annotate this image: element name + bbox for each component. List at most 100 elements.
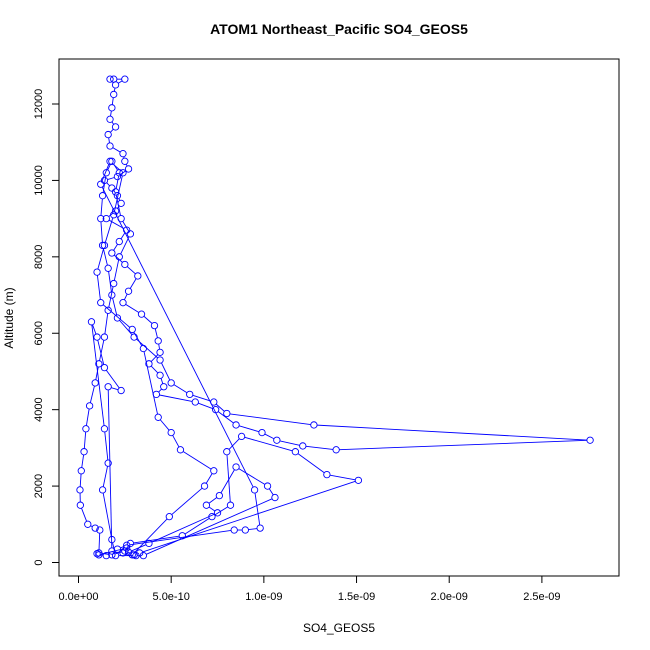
data-point	[98, 241, 107, 250]
series-segment	[158, 388, 162, 393]
y-tick-label: 6000	[33, 321, 45, 345]
chart-title: ATOM1 Northeast_Pacific SO4_GEOS5	[210, 21, 468, 37]
data-point	[106, 142, 114, 150]
series-segment	[83, 431, 87, 449]
series-segment	[106, 182, 110, 187]
series-segment	[159, 394, 193, 402]
data-point	[256, 524, 264, 532]
series-segment	[104, 217, 114, 243]
series-segment	[129, 278, 137, 289]
series-segment	[81, 454, 85, 468]
data-point	[213, 509, 222, 517]
y-tick-label: 12000	[33, 89, 45, 120]
data-point	[97, 214, 105, 223]
data-point	[126, 539, 135, 548]
series-segment	[244, 436, 293, 452]
data-point	[80, 448, 88, 456]
y-tick-label: 10000	[33, 165, 45, 196]
series-segment	[215, 403, 225, 412]
y-tick-label: 8000	[33, 245, 45, 269]
data-point	[100, 425, 109, 433]
data-point	[93, 550, 101, 558]
series-segment	[102, 466, 108, 487]
data-point	[102, 551, 110, 560]
series-segment	[81, 508, 88, 522]
data-point	[263, 482, 272, 490]
series-segment	[146, 498, 273, 555]
data-point	[128, 551, 136, 559]
series-segment	[228, 438, 240, 450]
data-point	[291, 448, 300, 456]
data-point	[108, 291, 116, 299]
series-segment	[264, 433, 275, 440]
data-point	[111, 207, 120, 215]
series-segment	[150, 354, 159, 362]
data-point	[117, 214, 125, 223]
data-point	[121, 157, 129, 165]
series-segment	[120, 546, 124, 549]
series-segment	[229, 413, 311, 425]
data-point	[110, 279, 118, 288]
series-segment	[317, 424, 587, 441]
data-point	[108, 104, 116, 112]
data-point	[150, 321, 159, 330]
data-point	[111, 123, 120, 131]
x-tick-label: 1.5e-09	[338, 591, 375, 603]
series-segment	[89, 385, 95, 403]
data-point	[167, 379, 175, 387]
data-point	[117, 199, 125, 207]
y-axis-label: Altitude (m)	[2, 287, 16, 348]
data-point	[102, 169, 110, 177]
data-point	[97, 180, 105, 188]
series-segment	[99, 340, 105, 361]
data-point	[108, 249, 116, 257]
y-tick-label: 0	[33, 559, 45, 565]
data-point	[226, 501, 235, 509]
data-point	[91, 379, 99, 387]
series-segment	[112, 147, 121, 153]
data-point	[154, 413, 162, 421]
data-point	[106, 75, 114, 83]
data-point	[76, 501, 85, 509]
series-segment	[220, 469, 235, 494]
data-point	[104, 264, 112, 272]
data-point	[113, 192, 122, 200]
series-segment	[198, 402, 213, 409]
series-segment	[108, 286, 114, 308]
data-point	[84, 520, 92, 528]
series-points	[76, 75, 594, 560]
y-tick-label: 4000	[33, 397, 45, 421]
series-segment	[97, 340, 105, 365]
series-segment	[108, 137, 110, 143]
series-segment	[238, 468, 266, 485]
data-point	[130, 333, 138, 341]
series-segment	[214, 506, 229, 516]
data-point	[586, 436, 594, 444]
data-point	[87, 318, 96, 326]
series-segment	[208, 497, 218, 504]
series-segment	[158, 343, 160, 350]
data-point	[176, 446, 185, 454]
series-segment	[96, 275, 101, 300]
data-point	[100, 241, 109, 250]
data-point	[115, 253, 123, 261]
data-point	[232, 463, 240, 471]
series-segment	[110, 110, 112, 117]
data-point	[119, 549, 127, 557]
y-tick-label: 2000	[33, 474, 45, 498]
series-segment	[113, 254, 123, 263]
series-segment	[111, 121, 115, 125]
data-point	[137, 310, 146, 318]
series-segment	[268, 488, 274, 496]
series-segment	[113, 190, 116, 194]
series-segment	[114, 551, 122, 555]
series-segment	[279, 440, 300, 446]
x-tick-label: 2.5e-09	[523, 591, 560, 603]
data-point	[299, 442, 307, 450]
series-segment	[102, 492, 112, 537]
data-point	[121, 260, 129, 269]
series-segment	[154, 328, 158, 338]
data-point	[132, 551, 140, 560]
data-point	[97, 299, 105, 307]
data-point	[124, 548, 133, 556]
